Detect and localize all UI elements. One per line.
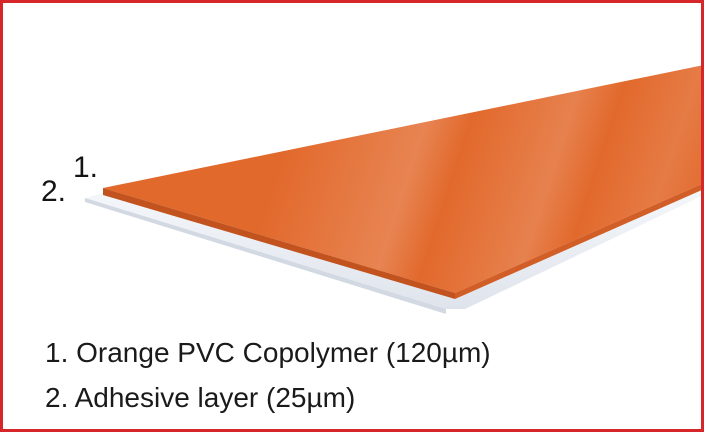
layer-1-marker: 1. [73, 151, 99, 184]
pvc-layer-sheen [103, 65, 701, 293]
pvc-layer-front-edge [103, 188, 455, 299]
pvc-layer-side-edge [455, 184, 701, 299]
layer-legend: 1. Orange PVC Copolymer (120µm) 2. Adhes… [45, 335, 491, 425]
layer-stack-illustration [85, 65, 701, 314]
pvc-layer [103, 65, 701, 299]
layer-2-marker: 2. [41, 175, 67, 208]
adhesive-layer-edge [85, 198, 446, 314]
legend-item-adhesive: 2. Adhesive layer (25µm) [45, 382, 356, 413]
legend-item-pvc: 1. Orange PVC Copolymer (120µm) [45, 337, 491, 368]
